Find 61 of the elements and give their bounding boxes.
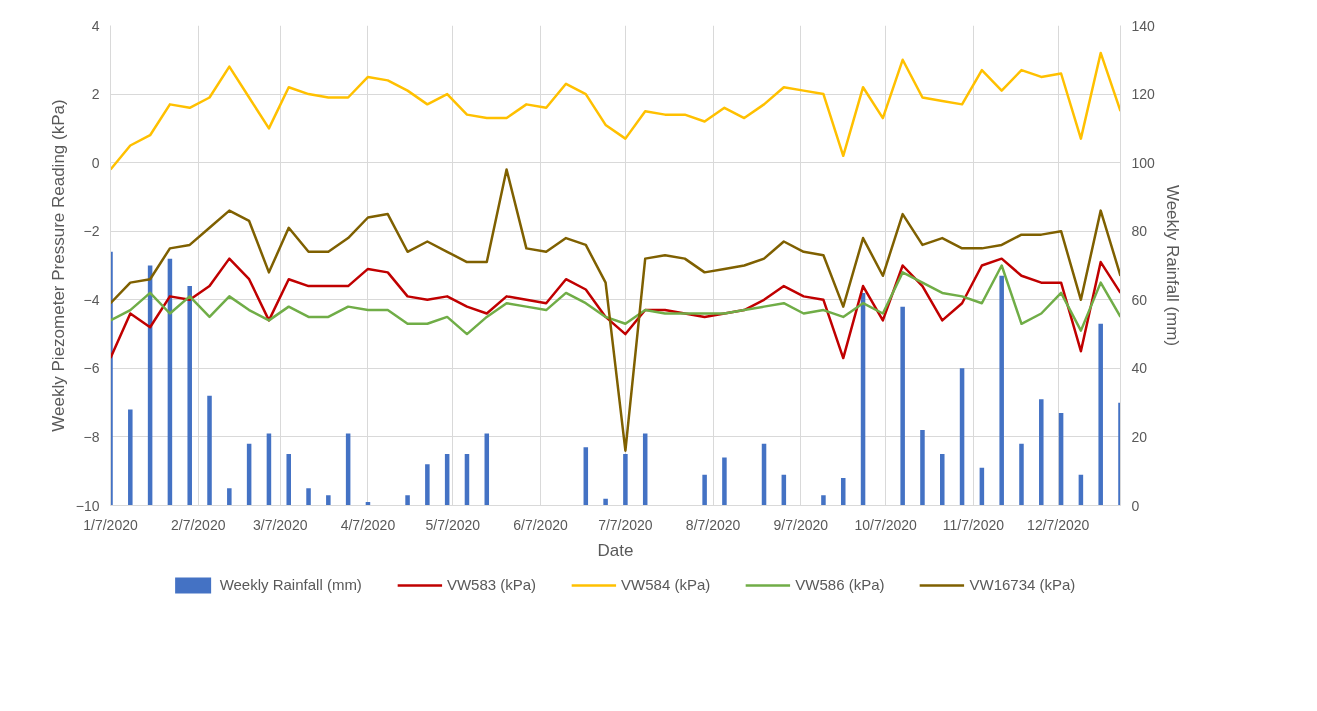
legend-label: VW16734 (kPa) [969, 576, 1076, 593]
legend-label: VW583 (kPa) [446, 576, 537, 593]
bar [900, 306, 905, 506]
bar [1019, 443, 1024, 506]
y2-tick-label: 140 [1131, 17, 1156, 34]
bar [128, 409, 133, 506]
line-series [110, 168, 1121, 452]
y2-tick-label: 100 [1131, 154, 1156, 171]
line-series [110, 264, 1121, 336]
line-series [110, 51, 1121, 171]
bar [840, 478, 846, 506]
legend-label: VW584 (kPa) [621, 576, 711, 593]
bar [207, 395, 212, 506]
x-tick-label: 12/7/2020 [1027, 516, 1090, 533]
legend-label: Weekly Rainfall (mm) [219, 576, 362, 593]
bar [1098, 323, 1103, 506]
bar [702, 474, 707, 506]
x-tick-label: 5/7/2020 [425, 516, 481, 533]
y2-tick-label: 40 [1131, 360, 1148, 377]
bar [187, 286, 192, 506]
bar [326, 495, 331, 506]
legend-label: VW586 (kPa) [795, 576, 885, 593]
y-tick-label: −6 [83, 360, 100, 377]
bar [999, 275, 1004, 506]
y2-axis-title: Weekly Rainfall (mm) [1162, 184, 1182, 347]
x-tick-label: 9/7/2020 [773, 516, 829, 533]
x-tick-label: 6/7/2020 [513, 516, 568, 533]
y2-tick-label: 60 [1131, 291, 1148, 308]
y-tick-label: −4 [83, 291, 100, 308]
x-tick-label: 3/7/2020 [253, 516, 308, 533]
y2-tick-label: 80 [1131, 223, 1148, 240]
bar [821, 495, 826, 506]
x-tick-label: 7/7/2020 [598, 516, 653, 533]
bar [623, 454, 628, 506]
x-tick-label: 4/7/2020 [340, 516, 396, 533]
x-tick-label: 11/7/2020 [942, 516, 1005, 533]
x-tick-label: 10/7/2020 [854, 516, 918, 533]
y2-tick-label: 20 [1131, 428, 1148, 445]
bar [405, 495, 410, 506]
bar [920, 430, 925, 506]
x-tick-label: 2/7/2020 [170, 516, 226, 533]
bar [722, 457, 727, 506]
y-tick-label: 4 [91, 17, 100, 34]
y-tick-label: −8 [83, 428, 100, 445]
bar [940, 454, 945, 506]
bar [227, 488, 232, 506]
bar [306, 488, 311, 506]
x-tick-label: 8/7/2020 [685, 516, 741, 533]
bar [286, 454, 291, 506]
y-tick-label: −2 [83, 223, 100, 240]
bar [603, 498, 608, 506]
y2-tick-label: 120 [1131, 86, 1156, 103]
y-axis-title: Weekly Piezometer Pressure Reading (kPa) [48, 99, 68, 432]
bar [425, 464, 430, 506]
y-tick-label: 0 [91, 154, 100, 171]
x-axis-title: Date [597, 540, 634, 560]
y2-tick-label: 0 [1131, 497, 1140, 514]
y-tick-label: −10 [75, 497, 100, 514]
y-tick-label: 2 [91, 86, 100, 103]
x-tick-label: 1/7/2020 [83, 516, 138, 533]
bar [1039, 399, 1044, 506]
